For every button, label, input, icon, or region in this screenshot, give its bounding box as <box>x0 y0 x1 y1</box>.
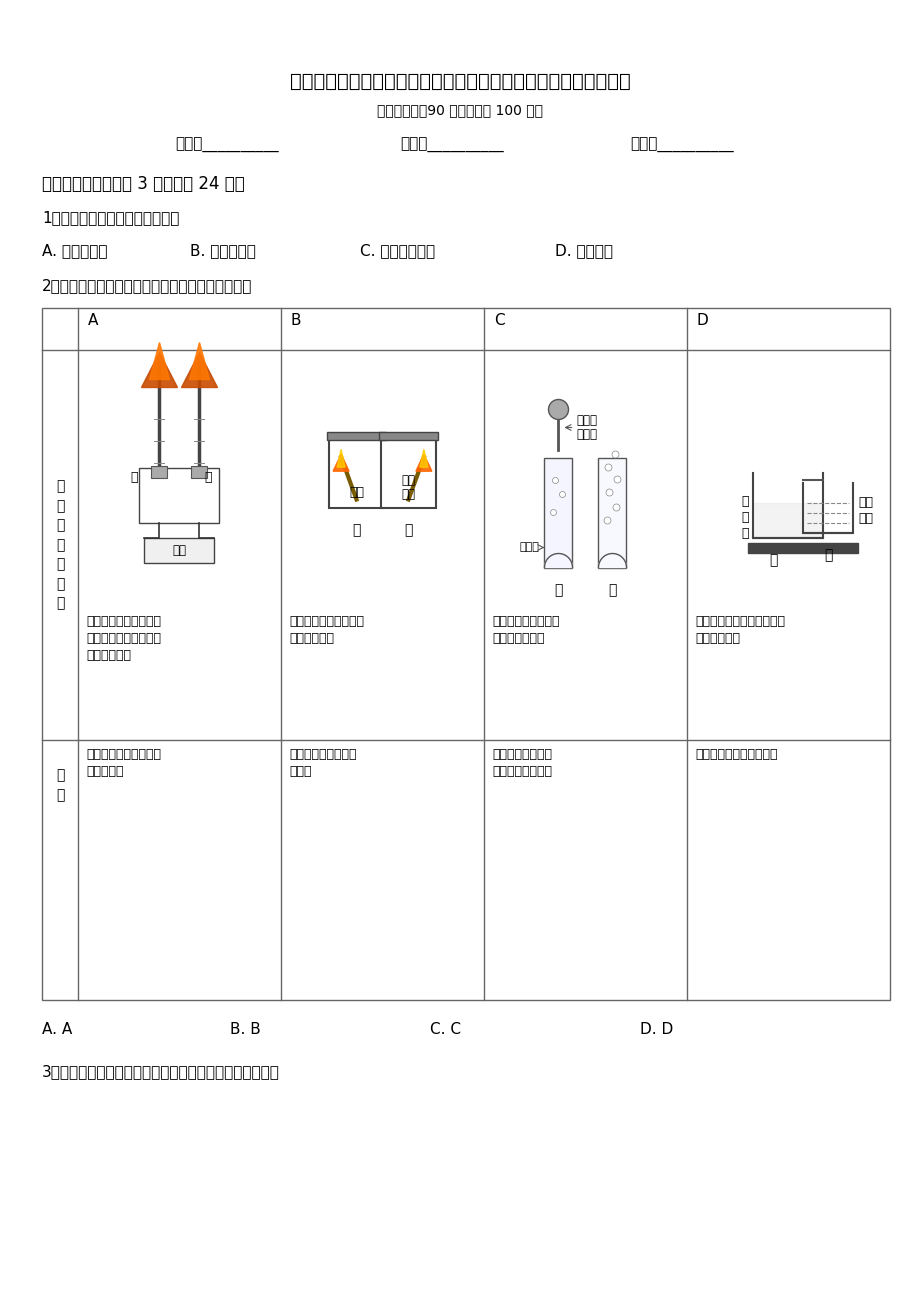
Polygon shape <box>333 454 348 471</box>
Text: 酚酞
溶液: 酚酞 溶液 <box>857 496 872 525</box>
Text: 甲: 甲 <box>768 553 777 568</box>
Text: B: B <box>290 312 301 328</box>
Circle shape <box>550 509 556 516</box>
Bar <box>144 538 214 562</box>
Circle shape <box>606 490 612 496</box>
Text: 甲中溶液无明显现象；乙中
溶液变为红色: 甲中溶液无明显现象；乙中 溶液变为红色 <box>694 615 784 644</box>
Text: （考试时间：90 分钟，总分 100 分）: （考试时间：90 分钟，总分 100 分） <box>377 103 542 117</box>
Text: 结
论: 结 论 <box>56 768 64 802</box>
Bar <box>191 466 208 478</box>
Bar <box>152 466 167 478</box>
Text: 硫酸铜在过氧化氢
分解中起催化作用: 硫酸铜在过氧化氢 分解中起催化作用 <box>492 749 551 779</box>
Circle shape <box>613 477 620 483</box>
Circle shape <box>605 464 611 471</box>
Text: A: A <box>88 312 98 328</box>
Text: 乙: 乙 <box>823 548 832 562</box>
Text: 2、下图所示实验操作及现象可以得到相应结论的是: 2、下图所示实验操作及现象可以得到相应结论的是 <box>42 279 252 293</box>
Text: 硫酸铜: 硫酸铜 <box>519 543 539 552</box>
Bar <box>380 431 438 440</box>
Polygon shape <box>142 353 177 388</box>
Circle shape <box>548 400 568 419</box>
Text: 1、下列物质组成元素不相同的是: 1、下列物质组成元素不相同的是 <box>42 210 179 225</box>
Text: 过氧化
氢溶液: 过氧化 氢溶液 <box>576 414 596 441</box>
Circle shape <box>612 504 619 510</box>
Text: D. 干冰和冰: D. 干冰和冰 <box>554 243 612 258</box>
Text: D. D: D. D <box>640 1022 673 1036</box>
Text: 酚酞分子运动到浓氨水中: 酚酞分子运动到浓氨水中 <box>694 749 777 760</box>
Text: 最新人教版九年级化学上册第四单元自然界的水巩固练习试卷精编: 最新人教版九年级化学上册第四单元自然界的水巩固练习试卷精编 <box>289 72 630 91</box>
Bar <box>327 431 386 440</box>
Polygon shape <box>189 342 210 379</box>
Polygon shape <box>598 553 626 568</box>
Text: 浓
氨
水: 浓 氨 水 <box>740 495 748 540</box>
Text: 班级：__________: 班级：__________ <box>175 138 278 154</box>
Text: 甲: 甲 <box>352 523 360 538</box>
Text: B. 水和双氧水: B. 水和双氧水 <box>190 243 255 258</box>
Text: 电源: 电源 <box>173 543 187 556</box>
Text: 甲: 甲 <box>130 471 137 484</box>
Bar <box>544 457 572 568</box>
Text: 空气: 空气 <box>348 486 364 499</box>
Text: 乙: 乙 <box>607 583 616 598</box>
Circle shape <box>611 450 618 458</box>
Text: D: D <box>697 312 708 328</box>
Bar <box>329 437 384 508</box>
Text: 乙: 乙 <box>403 523 413 538</box>
Text: C: C <box>494 312 505 328</box>
Text: 甲中气体被点燃，火焰
呈淡蓝色；乙中气体使
木条燃烧更旺: 甲中气体被点燃，火焰 呈淡蓝色；乙中气体使 木条燃烧更旺 <box>85 615 161 661</box>
Text: 甲中气体是氧气；乙中
气体是氢气: 甲中气体是氧气；乙中 气体是氢气 <box>85 749 161 779</box>
Circle shape <box>552 478 558 483</box>
Text: 甲: 甲 <box>554 583 562 598</box>
Text: A. 氧气和臭氧: A. 氧气和臭氧 <box>42 243 108 258</box>
Text: 乙中氧气的含量比甲
中的低: 乙中氧气的含量比甲 中的低 <box>289 749 357 779</box>
Polygon shape <box>181 353 217 388</box>
Bar <box>381 437 436 508</box>
Polygon shape <box>336 449 345 467</box>
Text: 甲中有极少量气泡；
乙中有大量气泡: 甲中有极少量气泡； 乙中有大量气泡 <box>492 615 559 644</box>
Circle shape <box>559 491 565 497</box>
Polygon shape <box>415 454 431 471</box>
Polygon shape <box>149 342 169 379</box>
Text: B. B: B. B <box>230 1022 260 1036</box>
Text: 3、如图是电解水的简易实验装置。下列有关叙述错误的是: 3、如图是电解水的简易实验装置。下列有关叙述错误的是 <box>42 1064 279 1079</box>
Text: C. 金刚石和石墨: C. 金刚石和石墨 <box>359 243 435 258</box>
Text: 呼出
气体: 呼出 气体 <box>401 474 415 501</box>
Text: 分数：__________: 分数：__________ <box>630 138 732 154</box>
Bar <box>140 467 220 522</box>
Polygon shape <box>419 449 427 467</box>
Circle shape <box>604 517 610 523</box>
Text: 姓名：__________: 姓名：__________ <box>400 138 503 154</box>
Text: 甲中木条无明显变化，
乙中木条熄灭: 甲中木条无明显变化， 乙中木条熄灭 <box>289 615 364 644</box>
Bar <box>42 309 889 1000</box>
Text: C. C: C. C <box>429 1022 460 1036</box>
Bar <box>598 457 626 568</box>
Text: A. A: A. A <box>42 1022 73 1036</box>
Text: 乙: 乙 <box>204 471 211 484</box>
Text: 实
验
操
作
及
现
象: 实 验 操 作 及 现 象 <box>56 479 64 611</box>
Polygon shape <box>544 553 572 568</box>
Polygon shape <box>748 543 857 552</box>
Text: 一、单选题（每小题 3 分，共计 24 分）: 一、单选题（每小题 3 分，共计 24 分） <box>42 174 244 193</box>
Polygon shape <box>753 503 823 538</box>
